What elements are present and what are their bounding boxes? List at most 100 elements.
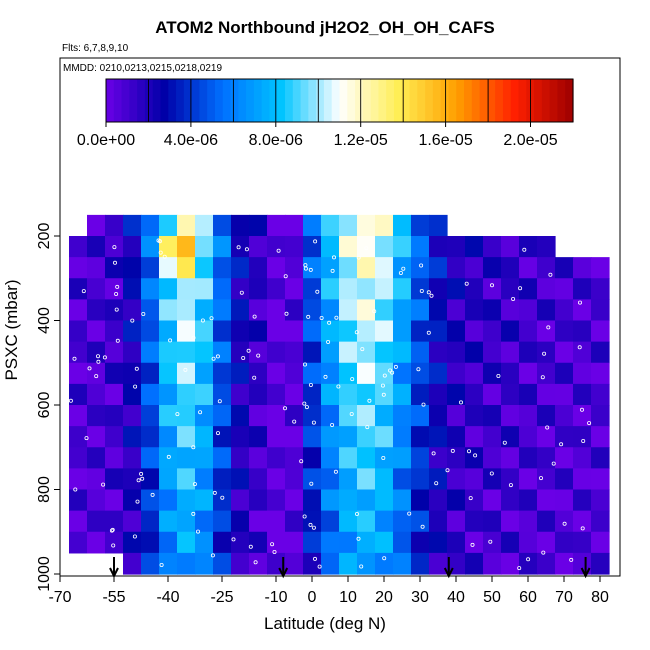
- heatmap-cell: [465, 531, 484, 554]
- heatmap-cell: [429, 278, 448, 300]
- heatmap-cell: [411, 278, 430, 300]
- heatmap-cell: [105, 299, 124, 322]
- heatmap-cell: [69, 257, 88, 279]
- colorbar-swatch: [502, 79, 512, 122]
- heatmap-cell: [123, 236, 142, 258]
- heatmap-cell: [231, 447, 250, 469]
- observation-point: [416, 367, 421, 372]
- heatmap-cell: [141, 257, 160, 279]
- observation-point: [548, 272, 553, 277]
- heatmap-cell: [231, 531, 250, 554]
- colorbar-swatch: [362, 79, 372, 122]
- heatmap-cell: [267, 405, 286, 427]
- colorbar-swatch: [300, 79, 309, 122]
- observation-point: [458, 400, 463, 405]
- heatmap-cell: [177, 299, 196, 322]
- colorbar-swatch: [230, 79, 239, 122]
- heatmap-cell: [339, 257, 358, 279]
- colorbar-swatch: [409, 79, 418, 122]
- heatmap-cell: [375, 341, 394, 364]
- colorbar-swatch: [534, 79, 543, 122]
- observation-point: [239, 290, 244, 295]
- heatmap-cell: [105, 257, 124, 279]
- observation-point: [195, 529, 200, 534]
- heatmap-cell: [141, 552, 160, 575]
- heatmap-cell: [393, 447, 412, 469]
- observation-point: [323, 374, 328, 379]
- observation-point: [426, 330, 431, 335]
- colorbar-swatch: [191, 79, 200, 122]
- heatmap-cell: [411, 299, 430, 322]
- x-tick-label: 60: [519, 589, 537, 606]
- heatmap-cell: [357, 362, 376, 385]
- heatmap-cell: [249, 510, 268, 533]
- heatmap-cell: [249, 278, 268, 300]
- observation-point: [87, 366, 92, 371]
- heatmap-cell: [69, 341, 88, 364]
- heatmap-cell: [195, 510, 214, 533]
- heatmap-cell: [519, 320, 538, 343]
- heatmap-cell: [123, 510, 142, 533]
- observation-point: [73, 487, 78, 492]
- heatmap-cell: [573, 405, 592, 427]
- heatmap-cell: [537, 341, 556, 364]
- observation-point: [312, 556, 317, 561]
- heatmap-cell: [141, 362, 160, 385]
- heatmap-cell: [537, 426, 556, 448]
- heatmap-cell: [555, 405, 574, 427]
- heatmap-cell: [213, 320, 232, 343]
- heatmap-cell: [285, 405, 304, 427]
- heatmap-cell: [159, 362, 178, 385]
- observation-point: [381, 392, 386, 397]
- observation-point: [313, 239, 318, 244]
- heatmap-cell: [591, 426, 610, 448]
- colorbar-tick-label: 0.0e+00: [77, 132, 135, 149]
- heatmap-cell: [483, 468, 502, 491]
- colorbar-swatch: [518, 79, 527, 122]
- colorbar-swatch: [269, 79, 278, 122]
- observation-point: [134, 366, 139, 371]
- heatmap-cell: [195, 531, 214, 554]
- colorbar-swatch: [456, 79, 465, 122]
- observation-point: [429, 293, 434, 298]
- observation-point: [158, 250, 163, 255]
- heatmap-cell: [393, 468, 412, 491]
- observation-point: [162, 254, 167, 259]
- heatmap-cell: [87, 531, 106, 554]
- heatmap-cell: [429, 299, 448, 322]
- heatmap-cell: [501, 426, 520, 448]
- heatmap-cell: [519, 257, 538, 279]
- observation-point: [252, 314, 257, 319]
- heatmap-cell: [465, 383, 484, 406]
- heatmap-cell: [69, 405, 88, 427]
- observation-point: [419, 288, 424, 293]
- colorbar-swatch: [440, 79, 450, 122]
- observation-point: [450, 448, 455, 453]
- x-tick-label: 0: [308, 589, 317, 606]
- heatmap-cell: [591, 468, 610, 491]
- heatmap-cell: [195, 447, 214, 469]
- heatmap-cell: [501, 257, 520, 279]
- heatmap-cell: [303, 383, 322, 406]
- colorbar-swatch: [331, 79, 341, 122]
- colorbar-swatch: [549, 79, 559, 122]
- heatmap-cell: [393, 257, 412, 279]
- heatmap-cell: [105, 405, 124, 427]
- x-tick-label: 10: [339, 589, 357, 606]
- heatmap-cell: [357, 405, 376, 427]
- heatmap-cell: [393, 278, 412, 300]
- colorbar-swatch: [316, 79, 325, 122]
- heatmap-cell: [375, 405, 394, 427]
- colorbar-swatch: [160, 79, 169, 122]
- heatmap-cell: [231, 320, 250, 343]
- observation-point: [382, 373, 387, 378]
- heatmap-cell: [429, 468, 448, 491]
- heatmap-cell: [393, 426, 412, 448]
- heatmap-cell: [303, 552, 322, 575]
- heatmap-cell: [501, 362, 520, 385]
- heatmap-cell: [177, 257, 196, 279]
- heatmap-cell: [177, 341, 196, 364]
- heatmap-cell: [87, 489, 106, 512]
- heatmap-cell: [591, 383, 610, 406]
- observation-point: [302, 362, 307, 367]
